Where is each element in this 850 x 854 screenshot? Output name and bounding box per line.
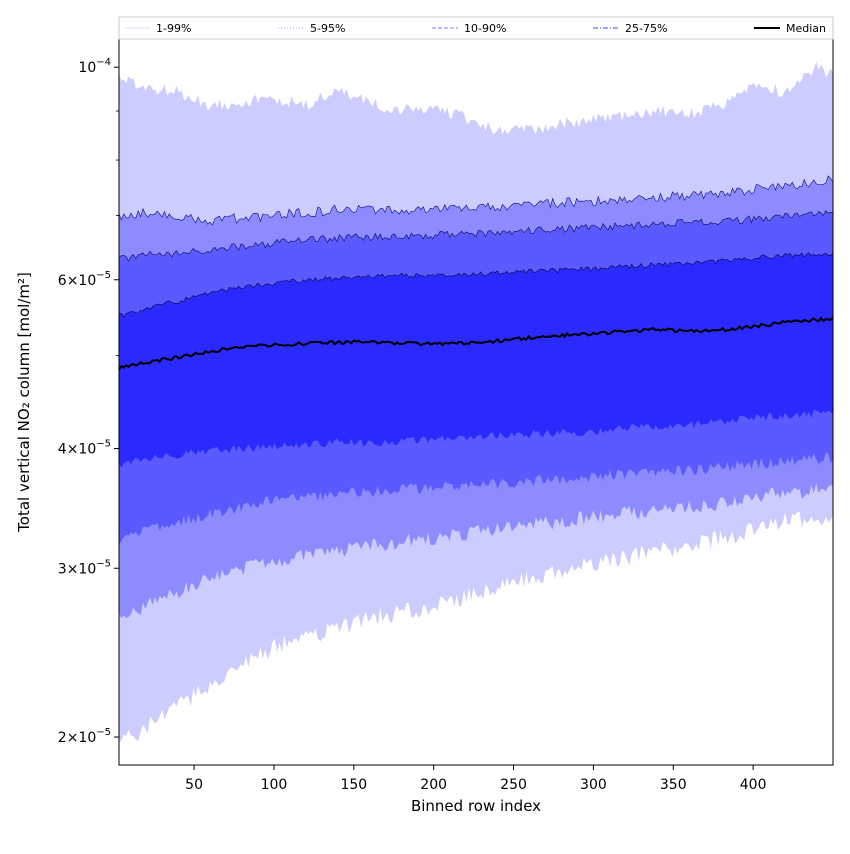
legend-frame <box>118 16 834 40</box>
x-axis: 50 100 150 200 250 300 350 400 <box>185 765 767 793</box>
y-tick-label: 6×10−5 <box>58 270 111 289</box>
x-tick-label: 150 <box>340 777 367 793</box>
y-tick-label: 2×10−5 <box>58 727 111 746</box>
band-layer <box>119 61 833 743</box>
median-layer <box>119 316 833 371</box>
x-tick-label: 100 <box>261 777 288 793</box>
x-tick-label: 50 <box>185 777 203 793</box>
legend-label-Median: Median <box>786 22 826 35</box>
x-axis-label: Binned row index <box>411 797 541 815</box>
y-tick-label: 3×10−5 <box>58 558 111 577</box>
legend-label-5-95%: 5-95% <box>310 22 345 35</box>
y-tick-label: 4×10−5 <box>58 439 111 458</box>
median-line <box>119 316 833 371</box>
x-tick-label: 200 <box>420 777 447 793</box>
y-tick-label: 10−4 <box>78 57 111 76</box>
x-tick-label: 400 <box>740 777 767 793</box>
legend: 1-99% 5-95% 10-90% 25-75% Median <box>118 16 834 40</box>
x-tick-label: 300 <box>580 777 607 793</box>
legend-label-10-90%: 10-90% <box>464 22 506 35</box>
y-axis: 2×10−5 3×10−5 4×10−5 6×10−5 10−4 <box>58 57 119 746</box>
band-upper-line-1-99% <box>119 61 833 137</box>
band-upper-line-5-95% <box>119 175 833 226</box>
band-upper-line-25-75% <box>119 252 833 318</box>
x-tick-label: 250 <box>500 777 527 793</box>
x-tick-label: 350 <box>660 777 687 793</box>
y-axis-label: Total vertical NO₂ column [mol/m²] <box>15 272 33 533</box>
band-25-75% <box>119 252 833 468</box>
legend-label-1-99%: 1-99% <box>156 22 191 35</box>
band-upper-line-10-90% <box>119 210 833 262</box>
legend-label-25-75%: 25-75% <box>625 22 667 35</box>
